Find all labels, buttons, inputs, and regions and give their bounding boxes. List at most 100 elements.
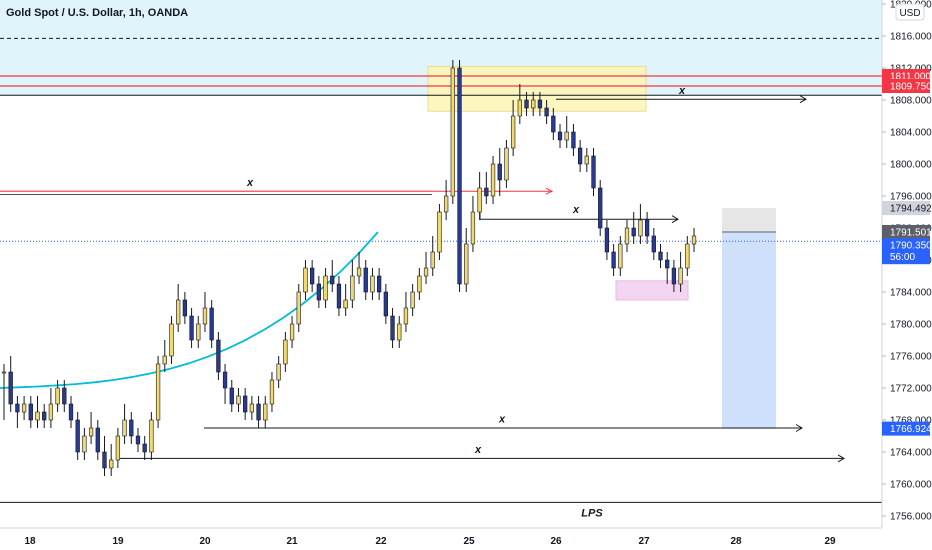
candle-body xyxy=(571,131,576,149)
candle-body xyxy=(122,419,127,437)
candle-body xyxy=(289,323,295,341)
candle-body xyxy=(243,395,248,413)
candle-body xyxy=(584,155,589,165)
candle-body xyxy=(470,211,476,245)
candle xyxy=(638,204,643,244)
price-tick-label: 1764.000 xyxy=(890,448,932,459)
candle xyxy=(55,380,60,412)
candle xyxy=(383,284,388,324)
candle xyxy=(611,244,616,276)
candle xyxy=(457,60,462,292)
candle xyxy=(189,308,194,348)
x-marker: x xyxy=(678,85,686,97)
candle xyxy=(624,220,630,252)
price-tick-label: 1804.000 xyxy=(890,128,932,139)
price-tag-value: 1790.350 xyxy=(890,241,932,252)
price-tick-label: 1784.000 xyxy=(890,288,932,299)
lps-label: LPS xyxy=(581,507,603,519)
candle xyxy=(598,180,603,236)
price-tag xyxy=(882,201,930,216)
candle xyxy=(557,124,563,148)
candle xyxy=(122,404,127,444)
candle-body xyxy=(236,395,241,405)
candle xyxy=(276,356,281,388)
price-tick-label: 1768.000 xyxy=(890,416,932,427)
candle xyxy=(510,100,516,156)
peak-box xyxy=(427,65,647,112)
candle-body xyxy=(95,427,100,453)
date-tick-label: 22 xyxy=(375,536,387,547)
candle xyxy=(263,396,268,428)
candle-body xyxy=(671,267,677,285)
candle-body xyxy=(484,187,489,197)
candle xyxy=(316,276,321,308)
date-tick-label: 25 xyxy=(463,536,475,547)
candle-body xyxy=(202,307,208,325)
price-tag-value: 1766.924 xyxy=(890,424,932,435)
date-tick-label: 27 xyxy=(638,536,650,547)
price-tag-countdown: 56:00 xyxy=(890,252,915,263)
price-tag-value: 1809.750 xyxy=(890,82,932,93)
candle-body xyxy=(155,363,161,421)
candle-body xyxy=(651,235,656,253)
candle xyxy=(397,316,402,348)
candle xyxy=(1,364,7,420)
candle-body xyxy=(135,435,141,445)
candle xyxy=(236,388,241,412)
price-tick-label: 1816.000 xyxy=(890,32,932,43)
candle-body xyxy=(397,323,402,341)
candle-body xyxy=(678,267,683,285)
candle xyxy=(477,172,482,220)
date-tick-label: 28 xyxy=(730,536,742,547)
candle-body xyxy=(249,403,255,413)
candle xyxy=(437,204,442,260)
candle-body xyxy=(564,131,569,141)
candle-body xyxy=(577,147,583,165)
candle xyxy=(162,340,167,372)
candle-body xyxy=(276,363,281,381)
candle-body xyxy=(383,291,388,317)
candle-body xyxy=(316,283,321,301)
candle-body xyxy=(685,243,690,269)
candle-body xyxy=(604,227,610,253)
candle xyxy=(303,260,308,300)
candle xyxy=(504,140,509,188)
candle-body xyxy=(551,115,556,133)
candle-body xyxy=(356,267,362,277)
candle xyxy=(102,436,107,476)
candle-body xyxy=(176,299,181,325)
candle xyxy=(115,428,121,468)
candle-body xyxy=(644,219,650,237)
candle-body xyxy=(229,387,234,405)
candle-body xyxy=(35,411,40,421)
candle-body xyxy=(665,259,670,269)
price-tag xyxy=(882,79,930,93)
candle-body xyxy=(162,355,167,365)
currency-badge[interactable] xyxy=(895,3,925,21)
candle-body xyxy=(42,411,47,421)
price-tag-value: 1811.000 xyxy=(890,72,931,83)
candle xyxy=(377,268,382,300)
candle xyxy=(15,396,20,428)
candle-body xyxy=(343,299,348,309)
candle xyxy=(403,292,409,332)
candle-body xyxy=(457,67,462,285)
candle xyxy=(28,396,33,428)
trend-curve xyxy=(0,231,379,389)
candle-body xyxy=(524,99,529,109)
currency-label: USD xyxy=(899,8,920,19)
candle xyxy=(82,428,87,460)
candle-body xyxy=(377,275,382,293)
candle-body xyxy=(443,195,449,213)
candle-body xyxy=(296,291,301,325)
candle-body xyxy=(28,403,33,421)
candle xyxy=(551,108,556,140)
candle xyxy=(678,252,683,292)
candle-body xyxy=(102,451,107,469)
price-tick-label: 1808.000 xyxy=(890,96,932,107)
low-arrow-2-head xyxy=(837,454,845,463)
candle xyxy=(222,364,228,404)
candle xyxy=(618,236,623,276)
